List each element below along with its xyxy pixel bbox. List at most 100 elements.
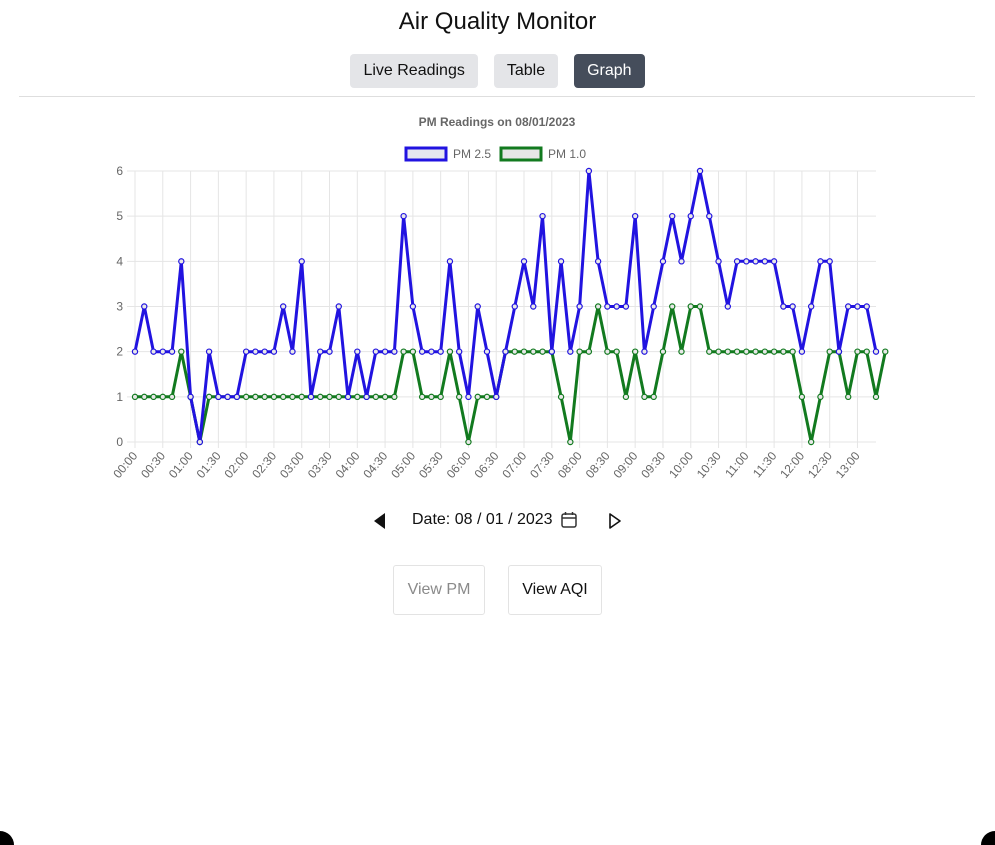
data-point [437,393,444,401]
data-point [391,393,398,401]
tab-table[interactable]: Table [493,54,559,88]
x-tick-label: 04:30 [360,449,390,481]
data-point [391,348,398,355]
data-point [335,303,342,310]
data-point [789,303,796,310]
data-point [465,438,472,446]
data-point [317,348,324,355]
data-point [641,393,648,401]
data-point [613,348,620,355]
data-point [474,393,481,401]
data-point [372,348,380,355]
data-point [437,348,444,355]
view-aqi-button[interactable]: View AQI [508,565,602,615]
data-point [613,303,620,310]
triangle-left-icon[interactable] [372,513,386,529]
data-point [418,393,426,401]
data-point [261,348,268,355]
x-tick-label: 06:00 [444,449,474,481]
data-point [141,303,148,310]
data-point [622,303,630,310]
data-point [678,258,685,265]
data-point [530,303,537,310]
data-point [363,393,370,401]
data-point [400,212,407,220]
data-point [631,348,639,355]
data-point [761,348,769,355]
x-tick-label: 06:30 [472,449,502,481]
data-point [798,348,806,355]
x-tick-label: 11:00 [722,449,752,481]
data-point [696,167,704,175]
data-point [585,348,593,355]
x-tick-label: 07:30 [527,449,557,481]
data-point [724,348,732,355]
triangle-right-outline-icon[interactable] [608,513,622,529]
x-tick-label: 10:30 [694,449,724,481]
data-point [511,303,518,310]
data-point [520,258,528,265]
data-point [252,393,259,401]
window-corner-left [0,831,14,845]
data-point [715,348,722,355]
data-point [270,393,278,401]
x-tick-label: 07:00 [499,449,529,481]
data-point [224,393,231,401]
data-point [807,303,815,310]
data-point [557,393,565,401]
data-point [446,348,454,355]
data-point [669,212,676,220]
legend-label-1: PM 1.0 [548,147,586,161]
date-field[interactable]: Date: 08 / 01 / 2023 [412,511,553,529]
data-point [150,348,157,355]
x-tick-label: 01:00 [166,449,196,481]
data-point [807,438,815,446]
window-corner-right [981,831,995,845]
data-point [798,393,806,401]
data-point [178,348,185,355]
data-point [659,258,667,265]
data-point [298,393,305,401]
data-point [205,393,213,401]
date-value[interactable]: 08 / 01 / 2023 [454,511,553,528]
calendar-icon[interactable] [560,511,578,529]
data-point [511,348,518,355]
x-tick-label: 00:30 [138,449,168,481]
data-point [150,393,157,401]
y-tick-label: 2 [116,345,123,359]
data-point [604,303,611,310]
data-point [724,303,732,310]
date-label: Date: [412,511,451,528]
tab-live-readings[interactable]: Live Readings [350,54,478,88]
data-point [576,303,583,310]
data-point [428,348,435,355]
data-point [845,303,852,310]
data-point [465,393,472,401]
data-point [335,393,342,401]
data-point [770,348,778,355]
view-pm-button[interactable]: View PM [393,565,485,615]
data-point [178,258,185,265]
data-point [289,348,296,355]
data-point [687,303,694,310]
x-tick-label: 02:30 [249,449,279,481]
data-point [539,212,546,220]
data-point [733,258,741,265]
data-point [715,258,722,265]
y-tick-label: 0 [116,435,123,449]
data-point [493,393,500,401]
y-tick-label: 4 [116,254,123,268]
data-point [539,348,546,355]
x-tick-label: 00:00 [110,449,140,481]
data-point [428,393,435,401]
y-tick-label: 5 [116,209,123,223]
data-point [168,393,176,401]
data-point [354,348,361,355]
data-point [196,438,204,446]
data-point [743,258,750,265]
data-point [761,258,769,265]
x-tick-label: 03:00 [277,449,307,481]
data-point [780,348,787,355]
tab-graph[interactable]: Graph [574,54,645,88]
x-tick-label: 08:00 [555,449,585,481]
